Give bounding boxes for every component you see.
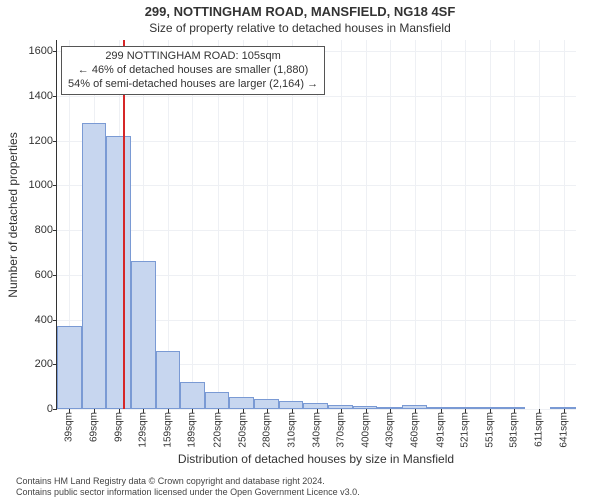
gridline-v: [317, 40, 318, 409]
ytick-mark: [53, 141, 57, 142]
histogram-bar: [279, 401, 304, 409]
ytick-mark: [53, 96, 57, 97]
xtick-label: 250sqm: [237, 412, 248, 448]
histogram-bar: [131, 261, 156, 409]
gridline-v: [415, 40, 416, 409]
histogram-bar: [106, 136, 131, 409]
xtick-label: 159sqm: [162, 412, 173, 448]
xtick-label: 491sqm: [435, 412, 446, 448]
histogram-bar: [254, 399, 279, 409]
xtick-label: 39sqm: [64, 412, 75, 442]
ytick-label: 800: [35, 224, 53, 236]
property-annotation: 299 NOTTINGHAM ROAD: 105sqm ← 46% of det…: [61, 46, 325, 95]
gridline-v: [465, 40, 466, 409]
xtick-label: 460sqm: [410, 412, 421, 448]
histogram-bar: [82, 123, 107, 409]
xtick-label: 99sqm: [113, 412, 124, 442]
xtick-label: 370sqm: [336, 412, 347, 448]
y-axis-label: Number of detached properties: [6, 0, 20, 430]
ytick-mark: [53, 51, 57, 52]
histogram-bar: [550, 407, 576, 409]
annotation-line-2: ← 46% of detached houses are smaller (1,…: [68, 64, 318, 78]
xtick-label: 129sqm: [138, 412, 149, 448]
footer-line-1: Contains HM Land Registry data © Crown c…: [16, 476, 592, 486]
x-axis-label: Distribution of detached houses by size …: [56, 452, 576, 466]
ytick-label: 400: [35, 314, 53, 326]
annotation-line-3: 54% of semi-detached houses are larger (…: [68, 78, 318, 92]
ytick-label: 1400: [29, 90, 53, 102]
gridline-v: [218, 40, 219, 409]
gridline-v: [490, 40, 491, 409]
ytick-mark: [53, 275, 57, 276]
histogram-bar: [180, 382, 205, 409]
ytick-mark: [53, 409, 57, 410]
gridline-v: [514, 40, 515, 409]
histogram-bar: [303, 403, 328, 409]
gridline-v: [341, 40, 342, 409]
xtick-label: 280sqm: [262, 412, 273, 448]
xtick-label: 581sqm: [509, 412, 520, 448]
page-title: 299, NOTTINGHAM ROAD, MANSFIELD, NG18 4S…: [0, 4, 600, 19]
page-subtitle: Size of property relative to detached ho…: [0, 21, 600, 35]
gridline-v: [564, 40, 565, 409]
histogram-bar: [205, 392, 230, 409]
gridline-v: [292, 40, 293, 409]
ytick-mark: [53, 320, 57, 321]
xtick-label: 310sqm: [286, 412, 297, 448]
footer-line-2: Contains public sector information licen…: [16, 487, 592, 497]
ytick-label: 1600: [29, 45, 53, 57]
xtick-label: 611sqm: [534, 412, 545, 447]
histogram-bar: [57, 326, 82, 409]
xtick-label: 220sqm: [212, 412, 223, 448]
histogram-bar: [229, 397, 254, 409]
gridline-v: [441, 40, 442, 409]
ytick-label: 200: [35, 358, 53, 370]
xtick-label: 551sqm: [484, 412, 495, 448]
property-marker-line: [123, 40, 125, 409]
ytick-mark: [53, 185, 57, 186]
gridline-v: [539, 40, 540, 409]
histogram-bar: [353, 406, 378, 409]
xtick-label: 340sqm: [311, 412, 322, 448]
histogram-bar: [427, 407, 452, 409]
gridline-v: [390, 40, 391, 409]
histogram-bar: [451, 407, 476, 409]
histogram-bar: [156, 351, 181, 409]
gridline-v: [192, 40, 193, 409]
xtick-label: 189sqm: [187, 412, 198, 448]
xtick-label: 521sqm: [460, 412, 471, 448]
ytick-label: 1000: [29, 179, 53, 191]
ytick-label: 600: [35, 269, 53, 281]
gridline-v: [243, 40, 244, 409]
histogram-bar: [328, 405, 353, 409]
histogram-bar: [476, 407, 501, 409]
histogram-bar: [500, 407, 525, 409]
histogram-bar: [402, 405, 427, 409]
xtick-label: 430sqm: [385, 412, 396, 448]
xtick-label: 69sqm: [88, 412, 99, 442]
ytick-label: 1200: [29, 135, 53, 147]
page: 299, NOTTINGHAM ROAD, MANSFIELD, NG18 4S…: [0, 0, 600, 500]
xtick-label: 641sqm: [558, 412, 569, 448]
gridline-v: [267, 40, 268, 409]
annotation-line-1: 299 NOTTINGHAM ROAD: 105sqm: [68, 50, 318, 64]
histogram-bar: [377, 407, 402, 409]
footer-attribution: Contains HM Land Registry data © Crown c…: [16, 476, 592, 497]
gridline-v: [366, 40, 367, 409]
xtick-label: 400sqm: [360, 412, 371, 448]
ytick-label: 0: [47, 403, 53, 415]
histogram-plot: 0200400600800100012001400160039sqm69sqm9…: [56, 40, 576, 410]
ytick-mark: [53, 230, 57, 231]
